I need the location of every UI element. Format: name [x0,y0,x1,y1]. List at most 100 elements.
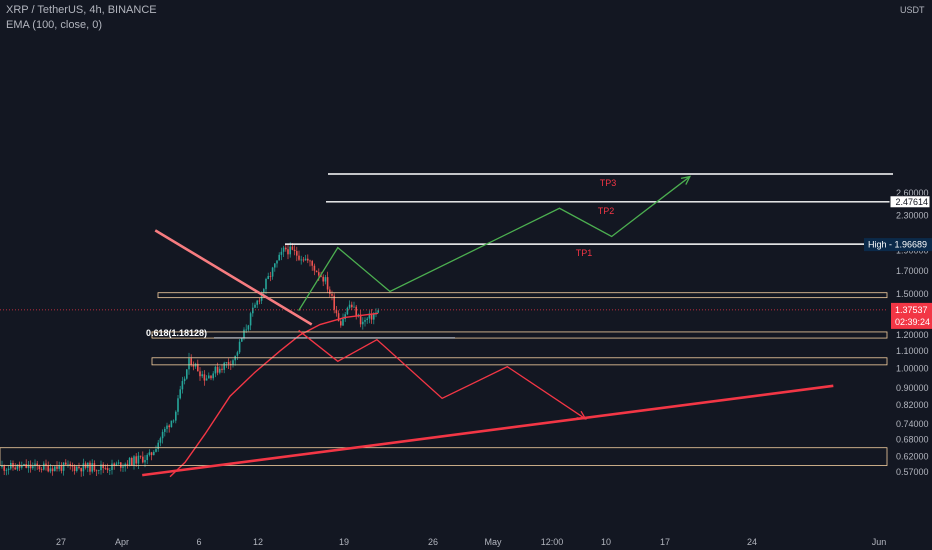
date-tick-label: 26 [428,537,438,547]
candle-body [208,375,210,379]
candle-body [307,258,309,261]
candle-body [344,314,346,319]
candle-body [137,455,140,464]
price-tick-label: 1.20000 [896,330,929,340]
candle-body [89,462,91,472]
time-axis-bg [0,530,893,550]
candle-body [95,470,98,472]
candle-body [199,371,201,377]
candles-layer [1,242,379,477]
price-tick-label: 1.10000 [896,346,929,356]
candle-body [278,254,280,261]
price-axis: 2.600002.300001.900001.700001.500001.200… [864,0,932,530]
sr-zone [0,447,888,466]
candle-body [23,464,25,466]
level-price-tag [889,195,931,209]
candle-body [245,329,247,331]
candle-body [274,263,276,268]
candle-body [124,463,126,467]
price-tick-label: 0.82000 [896,400,929,410]
candle-body [291,246,294,250]
candle-body [109,470,111,471]
candle-body [265,278,267,290]
candle-body [150,452,153,456]
candle-body [120,462,122,468]
candle-body [227,362,230,365]
candle-body [62,462,65,471]
candle-body [71,465,74,467]
candle-body [111,463,113,471]
candle-body [348,304,351,308]
price-tick-label: 2.30000 [896,210,929,220]
candle-body [373,314,375,320]
candle-body [331,293,333,296]
candle-body [122,466,124,468]
trendline-descending-resistance [154,229,313,326]
candle-body [293,249,296,252]
trendline-ascending-support [142,384,834,477]
candle-body [27,464,30,468]
candle-body [320,275,322,277]
price-tick-label: 0.68000 [896,434,929,444]
candle-body [241,338,243,342]
candle-body [135,456,137,464]
chart-title: XRP / TetherUS, 4h, BINANCE [6,4,157,16]
sr-zone [157,292,888,299]
candle-body [192,365,195,367]
date-tick-label: 6 [196,537,201,547]
drawings-layer: 0.618(1.18128) TP3 TP2 TP1 [0,173,893,477]
candle-body [56,466,58,469]
candle-body [210,375,212,379]
candle-body [142,456,144,463]
candle-body [34,463,36,467]
candle-body [43,463,45,470]
candle-body [302,259,305,261]
candle-body [322,276,324,282]
candle-body [351,304,353,308]
candle-body [333,295,335,310]
price-axis-bg [893,0,932,530]
countdown-text: 02:39:24 [895,317,930,327]
candle-body [16,464,19,470]
candle-body [285,247,287,250]
candle-body [324,277,327,282]
candle-body [254,304,256,308]
candle-body [230,364,232,365]
candle-body [54,466,56,472]
candle-body [159,438,162,443]
price-tick-label: 2.60000 [896,188,929,198]
candle-body [377,310,379,313]
candle-body [172,420,175,422]
candle-body [203,374,206,381]
date-tick-label: May [484,537,502,547]
candle-body [269,276,272,277]
candle-body [164,428,166,432]
candle-body [342,318,344,326]
time-axis: 27 Apr 6 12 19 26 May 12:00 10 17 24 Jun [0,530,893,550]
candle-body [161,431,164,439]
date-tick-label: 12:00 [541,537,564,547]
candle-body [256,300,258,305]
candle-body [296,251,298,256]
bullish-projection [298,176,691,311]
candle-body [243,329,245,339]
price-tick-label: 0.62000 [896,451,929,461]
candle-body [148,452,151,455]
candle-body [179,389,181,399]
candle-body [238,341,241,353]
candle-body [65,462,67,465]
date-tick-label: 24 [747,537,757,547]
candle-body [340,321,342,326]
candle-body [223,362,225,370]
candle-body [263,289,265,293]
candle-body [186,369,188,379]
candle-body [205,378,208,381]
candle-body [197,363,199,372]
candle-body [69,463,71,466]
candle-body [153,451,155,456]
candle-body [170,420,173,428]
candle-body [289,246,291,255]
candle-body [311,261,313,266]
candle-body [329,289,331,294]
